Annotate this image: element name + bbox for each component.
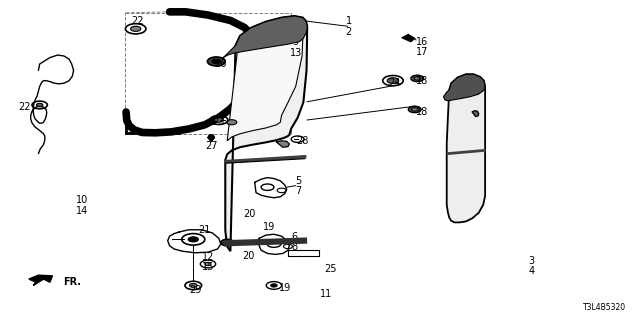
Text: 2: 2 (346, 27, 352, 37)
Text: 7: 7 (295, 186, 301, 196)
Circle shape (36, 103, 43, 107)
Text: 3: 3 (528, 256, 534, 266)
Circle shape (207, 57, 225, 66)
Text: 26: 26 (214, 59, 227, 69)
Text: 28: 28 (296, 136, 309, 146)
Text: 20: 20 (242, 251, 255, 261)
Text: 19: 19 (262, 221, 275, 232)
Text: 1: 1 (346, 16, 352, 26)
Circle shape (408, 106, 421, 113)
Text: 29: 29 (189, 284, 202, 295)
Text: 22: 22 (18, 102, 31, 112)
Circle shape (212, 59, 221, 64)
Circle shape (414, 77, 420, 80)
Text: 24: 24 (388, 78, 401, 88)
Text: 15: 15 (202, 262, 214, 272)
Polygon shape (227, 18, 303, 141)
Polygon shape (223, 16, 307, 58)
Text: 27: 27 (205, 140, 218, 151)
Text: 9: 9 (292, 36, 299, 47)
Text: 11: 11 (320, 289, 333, 300)
Text: 18: 18 (416, 107, 429, 117)
Text: 22: 22 (131, 16, 144, 26)
Circle shape (412, 108, 418, 111)
Circle shape (131, 26, 141, 31)
Circle shape (205, 262, 211, 266)
Text: 23: 23 (212, 117, 225, 127)
Text: 6: 6 (291, 232, 298, 242)
Polygon shape (225, 16, 307, 251)
Polygon shape (447, 74, 485, 222)
Text: 5: 5 (295, 176, 301, 186)
Polygon shape (276, 141, 289, 147)
Text: 18: 18 (416, 76, 429, 86)
Text: 19: 19 (278, 283, 291, 293)
Text: 20: 20 (243, 209, 256, 220)
Circle shape (214, 118, 223, 122)
Polygon shape (29, 275, 52, 285)
Text: 13: 13 (289, 48, 302, 58)
Text: 4: 4 (528, 266, 534, 276)
Text: 17: 17 (416, 47, 429, 57)
Circle shape (271, 284, 277, 287)
Text: 10: 10 (76, 195, 88, 205)
Polygon shape (472, 111, 479, 116)
Circle shape (224, 241, 230, 244)
Polygon shape (444, 74, 485, 101)
Circle shape (221, 239, 234, 246)
Text: 14: 14 (76, 206, 88, 216)
Text: 16: 16 (416, 36, 429, 47)
Text: 8: 8 (291, 242, 298, 252)
Text: 25: 25 (324, 264, 337, 274)
Circle shape (227, 120, 237, 125)
Circle shape (189, 284, 197, 287)
Text: 21: 21 (198, 225, 211, 236)
Circle shape (411, 75, 424, 82)
Text: FR.: FR. (63, 277, 81, 287)
Text: T3L4B5320: T3L4B5320 (583, 303, 626, 312)
Circle shape (188, 237, 198, 242)
Polygon shape (402, 35, 415, 42)
Circle shape (387, 78, 399, 84)
Text: 12: 12 (202, 252, 214, 262)
Polygon shape (208, 135, 214, 141)
